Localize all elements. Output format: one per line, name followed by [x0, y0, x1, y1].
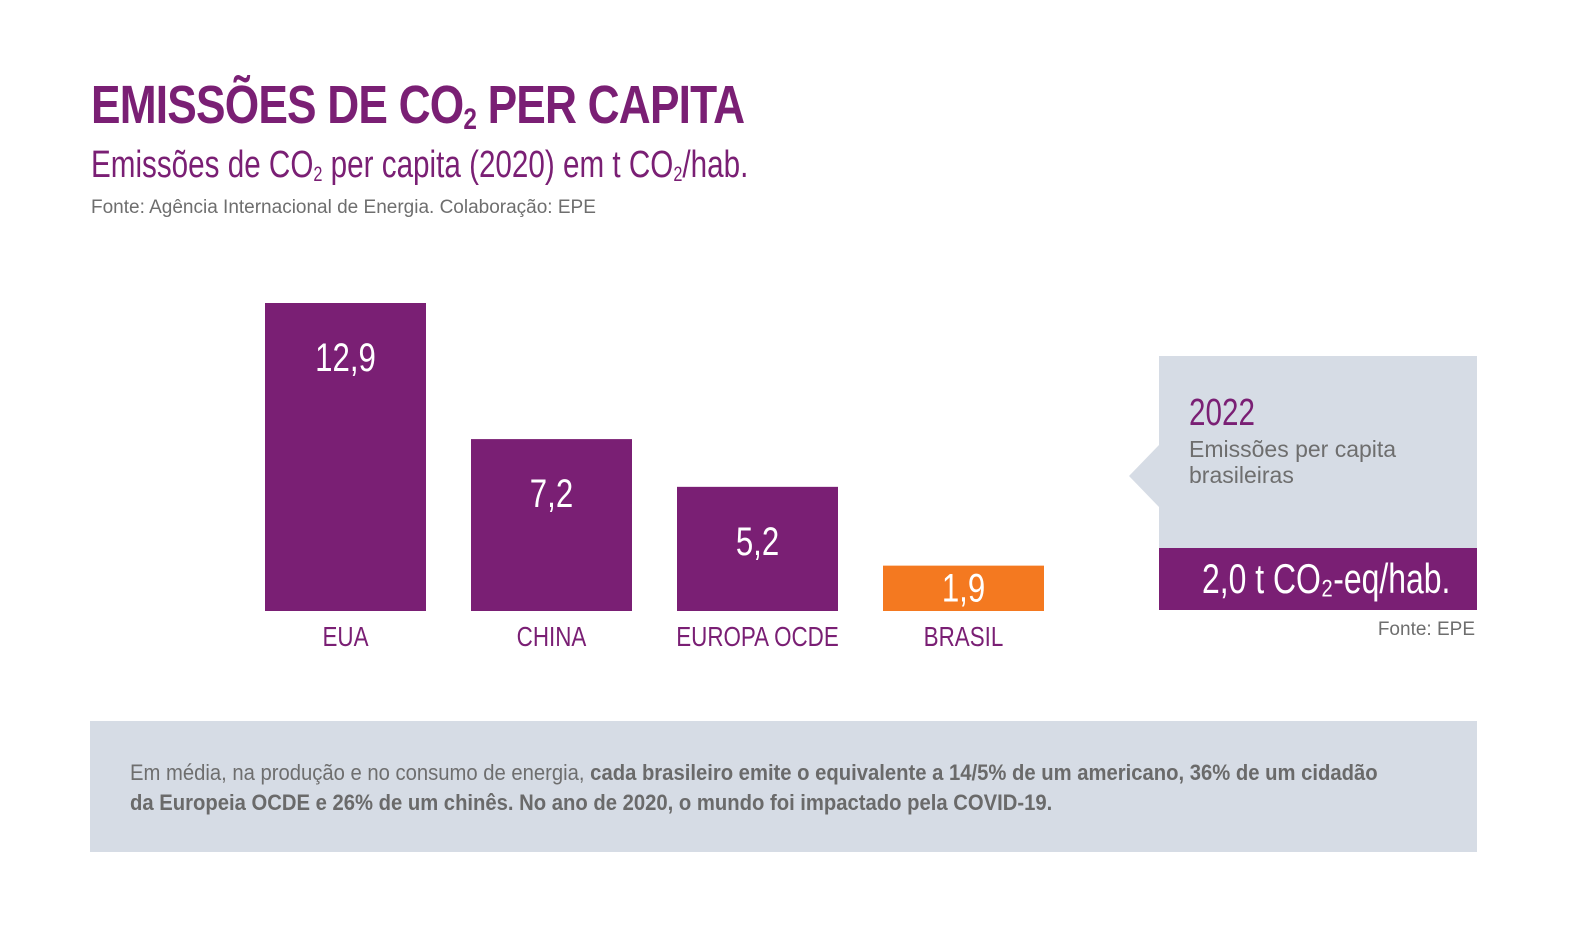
chart-source: Fonte: Agência Internacional de Energia.… [91, 197, 596, 218]
bar-value-label: 12,9 [315, 335, 376, 380]
category-label: CHINA [517, 622, 587, 653]
page-title: EMISSÕES DE CO2 PER CAPITA [91, 75, 746, 136]
title-text-post: PER CAPITA [476, 75, 746, 135]
footer-text-bold: cada brasileiro emite o equivalente a 14… [130, 760, 1378, 815]
callout-year: 2022 [1189, 392, 1255, 434]
bar-europa-ocde [677, 486, 838, 611]
subtitle-text-post: /hab. [682, 144, 749, 186]
subtitle-text-mid: per capita (2020) em t CO [322, 144, 674, 186]
callout-arrow [1129, 445, 1159, 507]
bar-value-label: 5,2 [736, 519, 779, 564]
bar-china [471, 439, 632, 611]
chart-subtitle: Emissões de CO2 per capita (2020) em t C… [91, 146, 748, 186]
category-label: BRASIL [924, 622, 1004, 653]
category-label: EUROPA OCDE [676, 622, 839, 653]
category-label: EUA [322, 622, 368, 653]
callout-value-bar [1159, 548, 1477, 610]
bar-eua [265, 303, 426, 611]
bar-value-label: 7,2 [530, 471, 573, 516]
bar-value-label: 1,9 [942, 566, 985, 611]
bar-brasil [883, 565, 1044, 611]
subtitle-subscript-1: 2 [313, 163, 323, 187]
footer-text: Em média, na produção e no consumo de en… [130, 758, 1400, 818]
subtitle-subscript-2: 2 [673, 163, 683, 187]
callout-description: Emissões per capita brasileiras [1189, 436, 1397, 488]
title-subscript: 2 [463, 102, 477, 136]
callout-source: Fonte: EPE [1377, 619, 1475, 640]
callout-panel [1159, 356, 1477, 548]
subtitle-text-pre: Emissões de CO [91, 144, 314, 186]
callout-value: 2,0 t CO₂-eq/hab. [1202, 555, 1451, 602]
title-text-pre: EMISSÕES DE CO [91, 75, 464, 135]
footer-text-plain: Em média, na produção e no consumo de en… [130, 760, 591, 785]
footer-panel [90, 721, 1477, 852]
